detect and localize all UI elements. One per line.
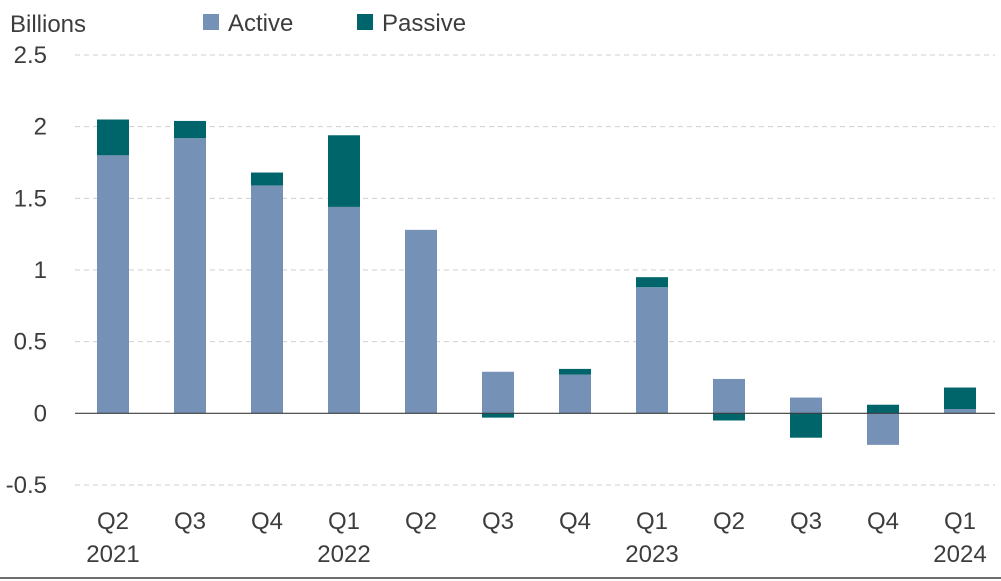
legend-label-active: Active bbox=[228, 10, 293, 37]
x-tick-label: Q3 bbox=[174, 508, 206, 535]
legend: Active Passive bbox=[203, 10, 466, 37]
x-axis-ticks: Q2 2021 Q3 Q4 Q1 2022 Q2 Q3 Q4 Q1 2023 Q2 Q3 Q4 Q1 2024 bbox=[86, 508, 986, 568]
x-tick-label: Q4 bbox=[559, 508, 591, 535]
bar-active bbox=[328, 206, 360, 414]
x-tick-label: Q1 bbox=[636, 508, 668, 535]
bar-passive bbox=[251, 172, 283, 186]
y-axis-label: Billions bbox=[10, 11, 86, 38]
y-tick-label: -0.5 bbox=[6, 472, 47, 499]
x-year-label: 2021 bbox=[86, 541, 139, 568]
bar-active bbox=[790, 397, 822, 414]
bar-passive bbox=[636, 277, 668, 288]
bar-active bbox=[405, 229, 437, 414]
x-year-label: 2024 bbox=[933, 541, 986, 568]
bars bbox=[97, 119, 976, 445]
bar-active bbox=[174, 138, 206, 414]
x-tick-label: Q1 bbox=[328, 508, 360, 535]
x-tick-label: Q2 bbox=[97, 508, 129, 535]
legend-label-passive: Passive bbox=[382, 10, 466, 37]
x-tick-label: Q3 bbox=[790, 508, 822, 535]
x-tick-label: Q2 bbox=[405, 508, 437, 535]
legend-swatch-active bbox=[203, 14, 219, 30]
bar-passive bbox=[328, 135, 360, 207]
x-tick-label: Q3 bbox=[482, 508, 514, 535]
y-tick-label: 2 bbox=[34, 114, 47, 141]
bar-active bbox=[713, 378, 745, 414]
bar-active bbox=[482, 371, 514, 414]
bar-active bbox=[867, 413, 899, 445]
bar-passive bbox=[559, 368, 591, 375]
bar-passive bbox=[97, 119, 129, 156]
bar-active bbox=[944, 409, 976, 414]
y-tick-label: 1.5 bbox=[14, 185, 47, 212]
bar-active bbox=[559, 374, 591, 414]
y-tick-label: 1 bbox=[34, 257, 47, 284]
x-tick-label: Q1 bbox=[944, 508, 976, 535]
gridlines bbox=[75, 54, 995, 486]
bar-active bbox=[251, 185, 283, 414]
y-axis-ticks: 2.5 2 1.5 1 0.5 0 -0.5 bbox=[6, 42, 47, 499]
y-tick-label: 2.5 bbox=[14, 42, 47, 69]
x-year-label: 2022 bbox=[317, 541, 370, 568]
bar-passive bbox=[174, 120, 206, 139]
bar-passive bbox=[867, 404, 899, 414]
x-tick-label: Q4 bbox=[251, 508, 283, 535]
bar-passive bbox=[713, 413, 745, 421]
x-year-label: 2023 bbox=[625, 541, 678, 568]
bar-passive bbox=[944, 387, 976, 410]
x-tick-label: Q2 bbox=[713, 508, 745, 535]
bar-passive bbox=[482, 413, 514, 418]
x-tick-label: Q4 bbox=[867, 508, 899, 535]
bar-active bbox=[97, 155, 129, 414]
y-tick-label: 0 bbox=[34, 400, 47, 427]
bar-passive bbox=[790, 413, 822, 438]
bar-active bbox=[636, 287, 668, 414]
legend-swatch-passive bbox=[357, 14, 373, 30]
y-tick-label: 0.5 bbox=[14, 329, 47, 356]
